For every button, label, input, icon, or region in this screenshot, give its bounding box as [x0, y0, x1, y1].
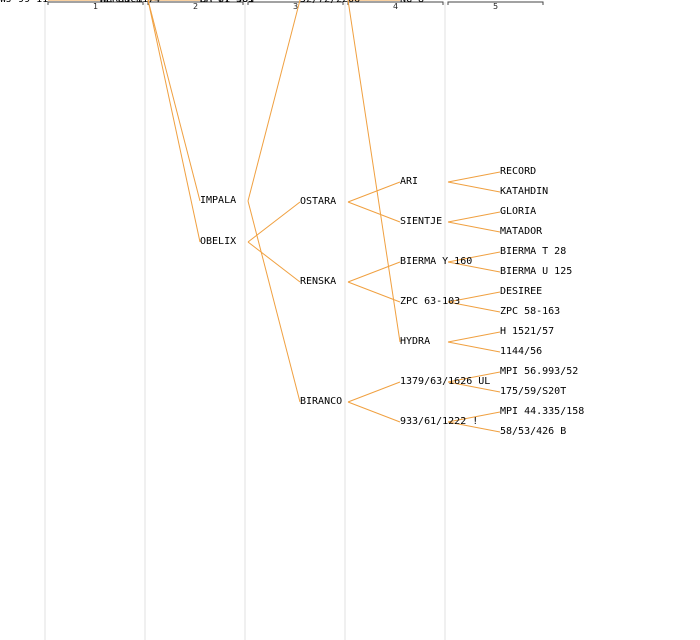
pedigree-edge	[447, 221, 501, 233]
ancestor-node-label: BIERMA Y 160	[400, 256, 473, 267]
generation-number: 3	[293, 2, 298, 11]
pedigree-edge	[447, 371, 501, 383]
generation-bracket	[47, 1, 144, 5]
pedigree-edge	[247, 200, 301, 403]
ancestor-node-label: MA 77-481	[200, 0, 254, 6]
ancestor-node-label: OSTARA	[300, 196, 337, 207]
pedigree-edge	[447, 261, 501, 273]
generation-columns	[44, 2, 446, 640]
ancestor-node-label: ZPC 63-103	[400, 296, 461, 307]
root-node-label: WJ 99-11	[0, 0, 48, 6]
ancestor-node-label: MPI 56.993/52	[500, 366, 579, 377]
pedigree-edge	[347, 201, 401, 223]
ancestor-node-label: OBELIX	[200, 236, 237, 247]
ancestor-node-label: GLORIA	[500, 206, 537, 217]
ancestor-node-label: 933/61/1222 !	[400, 416, 479, 427]
generation-bracket	[447, 1, 544, 5]
ancestor-node-label: SIENTJE	[400, 216, 443, 227]
ancestor-node-label: MPI 44.335/158	[500, 406, 585, 417]
pedigree-edge	[447, 411, 501, 423]
ancestor-node-label: NG 8	[400, 0, 424, 6]
ancestor-node-label: 52/72/2206	[300, 0, 360, 6]
pedigree-edge	[447, 291, 501, 303]
pedigree-edge	[447, 421, 501, 433]
generation-number: 5	[493, 2, 498, 11]
generation-number: 4	[393, 2, 398, 11]
pedigree-edge	[447, 251, 501, 263]
ancestor-node-label: 1379/63/1626 UL	[400, 376, 491, 387]
ancestor-node-label: DESIREE	[500, 286, 543, 297]
ancestor-node-label: ARI	[400, 176, 419, 187]
generation-number: 2	[193, 2, 198, 11]
ancestor-node-label: KATAHDIN	[500, 186, 549, 197]
pedigree-edge	[347, 381, 401, 403]
pedigree-edge	[247, 241, 301, 283]
pedigree-edge	[147, 0, 201, 202]
pedigree-edges	[48, 0, 501, 433]
pedigree-edge	[447, 211, 501, 223]
ancestor-node-label: RENSKA	[300, 276, 337, 287]
ancestor-node-label: WL 89-1174	[100, 0, 160, 6]
ancestor-node-label: RECORD	[500, 166, 537, 177]
pedigree-edge	[347, 281, 401, 303]
pedigree-edge	[247, 0, 301, 202]
pedigree-edge	[147, 0, 201, 243]
pedigree-edge	[447, 331, 501, 343]
ancestor-node-label: MATADOR	[500, 226, 543, 237]
ancestor-node-label: 1144/56	[500, 346, 543, 357]
pedigree-edge	[447, 171, 501, 183]
generation-headers: 1 2 3 4 5	[47, 1, 544, 11]
pedigree-edge	[447, 181, 501, 193]
ancestor-node-label: H 1521/57	[500, 326, 555, 337]
generation-bracket	[347, 1, 444, 5]
ancestor-node-label: 58/53/426 B	[500, 426, 567, 437]
ancestor-node-label: BIERMA T 28	[500, 246, 567, 257]
pedigree-edge	[347, 261, 401, 283]
ancestor-node-label: 175/59/S20T	[500, 386, 567, 397]
ancestor-node-label: BIRANCO	[300, 396, 343, 407]
ancestor-node-label: IMPALA	[200, 195, 237, 206]
pedigree-edge	[447, 341, 501, 353]
pedigree-edge	[447, 301, 501, 313]
pedigree-edge	[447, 381, 501, 393]
ancestor-node-label: HYDRA	[400, 336, 431, 347]
generation-number: 1	[93, 2, 98, 11]
pedigree-edge	[347, 401, 401, 423]
pedigree-edge	[347, 0, 401, 343]
generation-bracket	[147, 1, 244, 5]
ancestor-node-label: BM 81-583	[200, 0, 254, 6]
ancestor-node-label: ZPC 58-163	[500, 306, 561, 317]
pedigree-edge	[347, 181, 401, 203]
pedigree-edge	[247, 201, 301, 243]
ancestor-node-label: MARANCA	[100, 0, 142, 6]
generation-bracket	[247, 1, 344, 5]
ancestor-node-label: BIERMA U 125	[500, 266, 573, 277]
